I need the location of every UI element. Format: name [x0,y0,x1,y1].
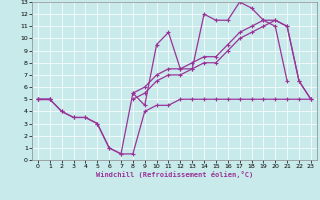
X-axis label: Windchill (Refroidissement éolien,°C): Windchill (Refroidissement éolien,°C) [96,171,253,178]
